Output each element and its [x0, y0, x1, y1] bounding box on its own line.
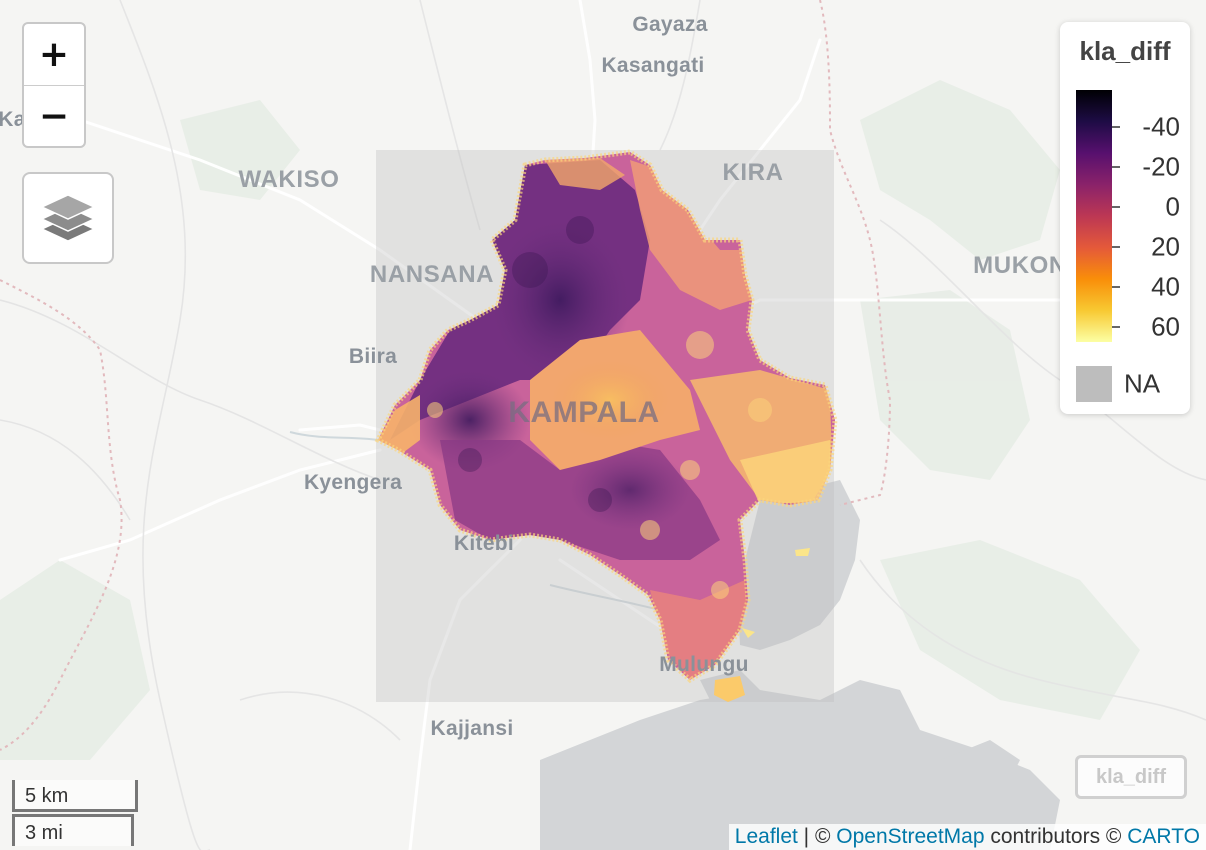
- place-label-nansana: NANSANA: [369, 261, 495, 288]
- openstreetmap-link[interactable]: OpenStreetMap: [836, 825, 985, 848]
- zoom-divider: [24, 85, 84, 86]
- legend-tick: [1112, 126, 1120, 128]
- attribution-separator: | ©: [797, 825, 837, 848]
- legend-tick: [1112, 206, 1120, 208]
- place-label-wakiso: WAKISO: [238, 166, 340, 193]
- place-label-gayaza: Gayaza: [632, 13, 708, 36]
- legend-tick-label: 60: [1151, 311, 1180, 342]
- scale-bar-metric: 5 km: [12, 780, 138, 812]
- legend-tick: [1112, 166, 1120, 168]
- lake-water: [540, 480, 1060, 850]
- zoom-in-button[interactable]: +: [38, 34, 70, 75]
- legend-na-swatch: [1076, 366, 1112, 402]
- layers-icon: [40, 194, 96, 242]
- leaflet-link[interactable]: Leaflet: [734, 825, 798, 848]
- place-label-kasangati: Kasangati: [601, 54, 705, 77]
- zoom-out-button[interactable]: −: [38, 96, 70, 137]
- legend-tick-label: -20: [1142, 151, 1180, 182]
- place-label-kajjansi: Kajjansi: [430, 717, 514, 740]
- legend-tick-label: 40: [1151, 271, 1180, 302]
- layers-control-button[interactable]: [22, 172, 114, 264]
- legend-title: kla_diff: [1079, 36, 1171, 66]
- attribution-text: contributors ©: [984, 825, 1128, 848]
- place-label-kira: KIRA: [722, 159, 784, 186]
- place-label-biira: Biira: [348, 345, 398, 368]
- attribution: Leaflet | © OpenStreetMap contributors ©…: [728, 824, 1206, 850]
- carto-link[interactable]: CARTO: [1127, 825, 1200, 848]
- legend-tick-label: 20: [1151, 231, 1180, 262]
- scale-bar-imperial: 3 mi: [12, 814, 134, 846]
- legend-tick: [1112, 246, 1120, 248]
- place-label-kyengera: Kyengera: [303, 471, 403, 494]
- place-label-kampala: KAMPALA: [508, 396, 660, 429]
- legend: kla_diff -40 -20 0 20 40 60 NA: [1060, 22, 1190, 414]
- overlay-group-button[interactable]: kla_diff: [1075, 755, 1187, 799]
- zoom-control: + −: [22, 22, 86, 148]
- legend-tick: [1112, 286, 1120, 288]
- place-label-kitebi: Kitebi: [453, 532, 515, 555]
- legend-tick-label: -40: [1142, 111, 1180, 142]
- legend-tick: [1112, 326, 1120, 328]
- place-label-ka: Ka: [0, 108, 26, 131]
- place-label-mulungu: Mulungu: [659, 653, 749, 676]
- legend-tick-label: 0: [1165, 191, 1180, 222]
- legend-color-bar: [1076, 90, 1112, 342]
- legend-na-label: NA: [1124, 368, 1161, 399]
- place-label-mukono: MUKON: [973, 252, 1067, 279]
